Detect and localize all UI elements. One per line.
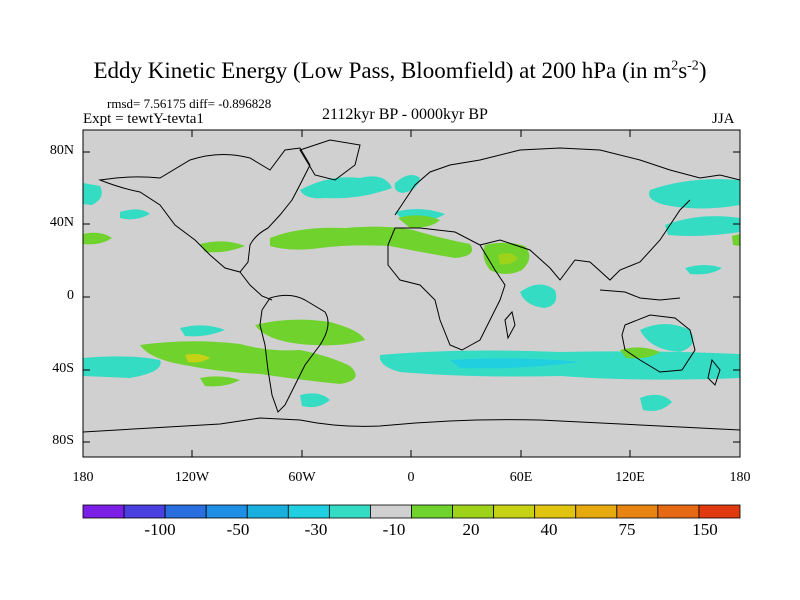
- anomaly-field: [83, 174, 740, 411]
- lat-label-80s: 80S: [52, 433, 74, 448]
- period-label: 2112kyr BP - 0000kyr BP: [322, 106, 488, 123]
- anomaly-south-pacific-green: [255, 319, 365, 346]
- anomaly-south-pacific-green2: [140, 341, 356, 384]
- colorbar-label: -100: [144, 520, 176, 539]
- colorbar-swatch: [575, 504, 618, 519]
- coast-australia: [621, 314, 696, 373]
- colorbar-swatch: [82, 504, 125, 519]
- anomaly-northpacific-east-cyan: [83, 183, 102, 205]
- anomaly-south-pacific-cyan: [83, 356, 161, 378]
- colorbar-label: 75: [618, 520, 636, 539]
- lon-label-180-east: 180: [729, 470, 751, 485]
- coastlines: [83, 139, 740, 433]
- colorbar-swatch: [657, 504, 700, 519]
- colorbar-label: 150: [692, 520, 718, 539]
- anomaly-scandinavia-cyan: [394, 174, 420, 193]
- colorbar-swatch: [452, 504, 495, 519]
- anomaly-australia-cyan: [640, 324, 694, 352]
- coast-asia-south: [479, 199, 691, 281]
- colorbar-swatch: [370, 504, 412, 519]
- anomaly-southern-ocean-cyan: [379, 350, 740, 380]
- coast-africa: [387, 227, 506, 351]
- colorbar-label: -50: [226, 520, 250, 539]
- colorbar-label: 40: [540, 520, 558, 539]
- season-label: JJA: [712, 111, 735, 127]
- anomaly-south-atlantic-cyan: [300, 393, 330, 408]
- coast-central-america: [239, 271, 273, 301]
- lon-label-120e: 120E: [615, 470, 645, 485]
- colorbar-swatch: [123, 504, 166, 519]
- colorbar-swatch: [411, 504, 453, 519]
- coast-madagascar: [504, 310, 516, 340]
- lat-label-40s: 40S: [52, 361, 74, 376]
- experiment-label: Expt = tewtY-tevta1: [83, 111, 204, 127]
- axis-ticks: [82, 130, 741, 457]
- coast-new-zealand: [707, 358, 721, 386]
- lon-label-120w: 120W: [174, 470, 210, 485]
- chart-title: Eddy Kinetic Energy (Low Pass, Bloomfiel…: [93, 58, 707, 83]
- anomaly-pacific-green-west: [83, 232, 112, 245]
- lon-label-180-west: 180: [72, 470, 94, 485]
- anomaly-tasman-cyan: [640, 394, 672, 411]
- colorbar-swatch: [534, 504, 577, 519]
- anomaly-indian-cyan: [520, 284, 557, 308]
- anomaly-north-atlantic-green: [270, 226, 473, 258]
- colorbar-label: -30: [304, 520, 328, 539]
- lat-label-80n: 80N: [49, 143, 74, 158]
- anomaly-southern-ocean-blue: [450, 358, 580, 369]
- colorbar-swatches: [82, 504, 741, 519]
- coast-indonesia: [599, 289, 681, 301]
- anomaly-pacific-small-cyan: [685, 265, 722, 275]
- lat-label-0: 0: [67, 288, 74, 303]
- colorbar-swatch: [328, 504, 371, 519]
- anomaly-south-pacific-lime: [185, 354, 210, 363]
- colorbar-label: 20: [462, 520, 480, 539]
- coast-europe: [394, 147, 740, 216]
- lon-label-0: 0: [407, 470, 415, 485]
- lat-label-40n: 40N: [49, 215, 74, 230]
- anomaly-south-indian-green: [620, 347, 660, 359]
- anomaly-south-pacific-green3: [200, 376, 240, 387]
- anomaly-equatorial-pacific-cyan: [180, 325, 225, 337]
- colorbar-swatch: [493, 504, 536, 519]
- colorbar-swatch: [287, 504, 330, 519]
- colorbar-swatch: [164, 504, 207, 519]
- anomaly-nw-pacific-green: [732, 234, 740, 246]
- anomaly-alaska-cyan: [120, 209, 150, 220]
- anomaly-mediterranean-green: [398, 215, 440, 228]
- lon-label-60w: 60W: [288, 470, 316, 485]
- coast-north-america: [98, 147, 311, 273]
- anomaly-northpacific-cyan2: [665, 216, 740, 236]
- stats-label: rmsd= 7.56175 diff= -0.896828: [107, 96, 272, 111]
- coast-greenland: [299, 139, 361, 181]
- anomaly-northpacific-west-cyan: [649, 179, 740, 209]
- anomaly-north-atlantic-cyan: [300, 176, 392, 199]
- coast-south-america: [259, 294, 329, 413]
- anomaly-arabia-lime: [498, 253, 518, 265]
- colorbar-swatch: [205, 504, 248, 519]
- colorbar-swatch: [246, 504, 289, 519]
- colorbar-label: -10: [382, 520, 406, 539]
- colorbar-swatch: [616, 504, 659, 519]
- coast-antarctica: [83, 417, 740, 433]
- anomaly-pacific-green-east: [200, 241, 245, 253]
- colorbar-swatch: [698, 504, 741, 519]
- lon-label-60e: 60E: [509, 470, 533, 485]
